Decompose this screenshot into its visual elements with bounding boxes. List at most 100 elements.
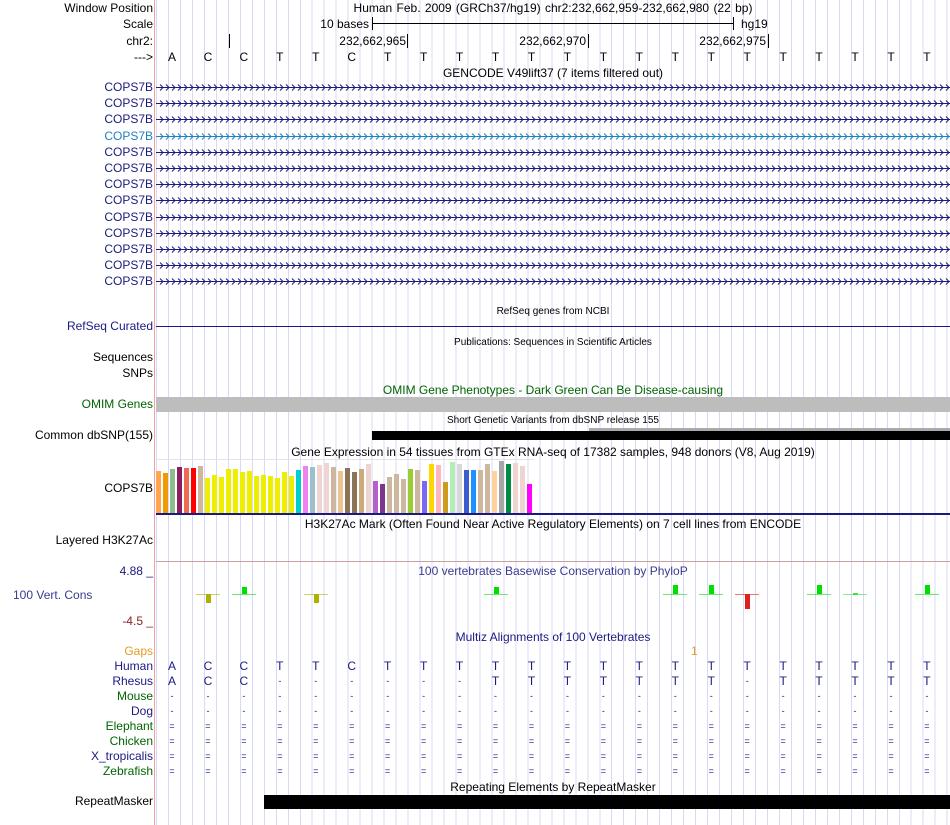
gene-model[interactable] — [156, 148, 950, 157]
gtex-tissue-bar[interactable] — [464, 470, 469, 513]
gene-model[interactable] — [156, 245, 950, 254]
species-label[interactable]: Zebrafish — [102, 764, 153, 778]
gtex-tissue-bar[interactable] — [527, 484, 532, 513]
gtex-tissue-bar[interactable] — [373, 481, 378, 513]
gtex-tissue-bar[interactable] — [506, 464, 511, 513]
dbsnp-variant-bar[interactable] — [372, 431, 950, 440]
gtex-tissue-bar[interactable] — [387, 477, 392, 513]
gene-label[interactable]: COPS7B — [104, 177, 153, 192]
dbsnp-track-label[interactable]: Common dbSNP(155) — [34, 428, 153, 442]
gtex-tissue-bar[interactable] — [485, 464, 490, 513]
gtex-tissue-bar[interactable] — [415, 470, 420, 513]
gtex-tissue-bar[interactable] — [429, 464, 434, 513]
gtex-tissue-bar[interactable] — [268, 476, 273, 513]
gtex-tissue-bar[interactable] — [499, 461, 504, 513]
gene-model[interactable] — [156, 277, 950, 286]
species-label[interactable]: Dog — [130, 704, 153, 718]
refseq-track-label[interactable]: RefSeq Curated — [66, 319, 153, 333]
gtex-tissue-bar[interactable] — [310, 467, 315, 513]
gtex-tissue-bar[interactable] — [240, 472, 245, 513]
gtex-tissue-bar[interactable] — [275, 478, 280, 513]
gene-model[interactable] — [156, 213, 950, 222]
gtex-tissue-bar[interactable] — [478, 470, 483, 513]
gtex-tissue-bar[interactable] — [156, 471, 161, 513]
gene-label[interactable]: COPS7B — [104, 258, 153, 273]
phylop-track-label[interactable]: 100 Vert. Cons — [13, 588, 93, 602]
gene-model[interactable] — [156, 229, 950, 238]
species-label[interactable]: Human — [114, 659, 153, 673]
refseq-gene-line[interactable] — [156, 326, 950, 327]
gtex-tissue-bar[interactable] — [226, 469, 231, 513]
gtex-tissue-bar[interactable] — [289, 476, 294, 513]
gtex-tissue-bar[interactable] — [254, 476, 259, 513]
gene-label[interactable]: COPS7B — [104, 209, 153, 224]
gtex-tissue-bar[interactable] — [177, 467, 182, 513]
gtex-tissue-bar[interactable] — [170, 469, 175, 513]
gaps-label[interactable]: Gaps — [124, 644, 153, 658]
gtex-tissue-bar[interactable] — [205, 478, 210, 513]
gtex-tissue-bar[interactable] — [394, 474, 399, 513]
species-label[interactable]: Chicken — [109, 734, 153, 748]
gtex-tissue-bar[interactable] — [436, 465, 441, 513]
publications-sequences-label[interactable]: Sequences — [92, 350, 153, 364]
gtex-tissue-bar[interactable] — [513, 463, 518, 513]
gene-model[interactable] — [156, 180, 950, 189]
gtex-tissue-bar[interactable] — [317, 465, 322, 513]
gtex-tissue-bar[interactable] — [450, 462, 455, 513]
gtex-tissue-bar[interactable] — [457, 464, 462, 513]
repeatmasker-element-bar[interactable] — [264, 795, 950, 809]
gtex-tissue-bar[interactable] — [233, 469, 238, 513]
gene-model[interactable] — [156, 99, 950, 108]
species-label[interactable]: X_tropicalis — [90, 749, 153, 763]
gene-label[interactable]: COPS7B — [104, 144, 153, 159]
gtex-tissue-bar[interactable] — [261, 475, 266, 513]
gene-model[interactable] — [156, 83, 950, 92]
gtex-tissue-bar[interactable] — [380, 484, 385, 513]
gene-model[interactable] — [156, 261, 950, 270]
repeatmasker-track-label[interactable]: RepeatMasker — [74, 794, 153, 808]
gtex-tissue-bar[interactable] — [184, 468, 189, 513]
gene-label[interactable]: COPS7B — [104, 274, 153, 289]
species-label[interactable]: Elephant — [105, 719, 153, 733]
gene-label[interactable]: COPS7B — [104, 112, 153, 127]
gtex-tissue-bar[interactable] — [443, 482, 448, 513]
h3k27ac-track-label[interactable]: Layered H3K27Ac — [55, 533, 153, 547]
gtex-bar-chart[interactable] — [156, 459, 534, 513]
gtex-tissue-bar[interactable] — [282, 472, 287, 513]
gtex-tissue-bar[interactable] — [408, 469, 413, 513]
gene-label[interactable]: COPS7B — [104, 193, 153, 208]
gtex-tissue-bar[interactable] — [191, 468, 196, 513]
gene-model[interactable] — [156, 196, 950, 205]
gene-label[interactable]: COPS7B — [104, 80, 153, 94]
gtex-tissue-bar[interactable] — [198, 466, 203, 513]
gtex-tissue-bar[interactable] — [303, 466, 308, 513]
gtex-tissue-bar[interactable] — [219, 477, 224, 513]
gene-label[interactable]: COPS7B — [104, 225, 153, 240]
gene-model[interactable] — [156, 115, 950, 124]
gtex-tissue-bar[interactable] — [520, 466, 525, 513]
gene-label[interactable]: COPS7B — [104, 161, 153, 175]
gtex-tissue-bar[interactable] — [247, 471, 252, 513]
dbsnp-variant-bar-gray[interactable] — [589, 428, 950, 433]
gtex-tissue-bar[interactable] — [163, 473, 168, 513]
gtex-tissue-bar[interactable] — [366, 464, 371, 513]
gtex-tissue-bar[interactable] — [338, 471, 343, 513]
gtex-tissue-bar[interactable] — [324, 463, 329, 513]
gene-label[interactable]: COPS7B — [104, 128, 153, 143]
gtex-tissue-bar[interactable] — [212, 475, 217, 513]
gene-model[interactable] — [156, 132, 950, 141]
gene-label[interactable]: COPS7B — [104, 96, 153, 111]
omim-gene-bar[interactable] — [156, 397, 950, 412]
gtex-track-label[interactable]: COPS7B — [104, 481, 153, 495]
gtex-tissue-bar[interactable] — [401, 479, 406, 513]
species-label[interactable]: Rhesus — [112, 674, 153, 688]
gtex-tissue-bar[interactable] — [352, 472, 357, 513]
gtex-tissue-bar[interactable] — [422, 481, 427, 513]
gtex-tissue-bar[interactable] — [345, 468, 350, 513]
gtex-tissue-bar[interactable] — [296, 470, 301, 513]
gtex-tissue-bar[interactable] — [471, 470, 476, 513]
gtex-tissue-bar[interactable] — [331, 467, 336, 513]
gene-model[interactable] — [156, 164, 950, 173]
publications-snps-label[interactable]: SNPs — [122, 366, 153, 380]
omim-track-label[interactable]: OMIM Genes — [81, 397, 153, 411]
